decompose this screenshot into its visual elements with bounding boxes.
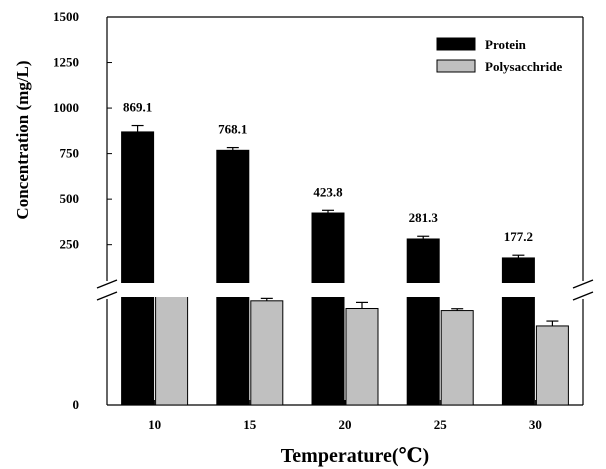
axis-break-slash [572, 279, 594, 289]
bars: 869.189.8768.185.4423.879.1281.377.4177.… [121, 100, 569, 406]
axis-break-slash [572, 291, 594, 301]
y-tick-label: 500 [60, 191, 80, 206]
protein-value-label: 423.8 [313, 184, 343, 199]
y-axis-title: Concentration (mg/L) [13, 60, 32, 219]
polysacchride-bar [345, 307, 379, 406]
protein-bar [406, 238, 440, 406]
axis-break-gap [95, 283, 595, 297]
x-tick-label: 30 [529, 417, 542, 432]
y-tick-label: 1500 [53, 9, 79, 24]
x-axis-title: Temperature(℃) [281, 445, 429, 467]
polysacchride-bar [155, 294, 189, 406]
protein-bar [216, 149, 250, 406]
x-tick-label: 25 [434, 417, 448, 432]
axis-break-marks [95, 279, 595, 301]
protein-value-label: 768.1 [218, 122, 247, 137]
polysacchride-bar [440, 310, 474, 406]
x-tick-label: 10 [148, 417, 161, 432]
legend-protein-label: Protein [485, 37, 527, 52]
x-tick-label: 20 [339, 417, 352, 432]
x-axis-ticks: 10 15 20 25 30 [148, 400, 542, 432]
y-tick-label: 0 [73, 397, 80, 412]
y-tick-label: 1000 [53, 100, 79, 115]
protein-value-label: 869.1 [123, 100, 152, 115]
legend-protein-swatch [436, 37, 476, 51]
legend: Protein Polysacchride [436, 37, 562, 74]
legend-polysacchride-label: Polysacchride [485, 59, 562, 74]
y-tick-label: 1250 [53, 55, 79, 70]
protein-value-label: 281.3 [409, 210, 439, 225]
polysacchride-bar [535, 325, 569, 406]
protein-value-label: 177.2 [504, 229, 533, 244]
y-tick-label: 250 [60, 237, 80, 252]
y-tick-label: 750 [60, 146, 80, 161]
x-tick-label: 15 [243, 417, 257, 432]
protein-bar [501, 257, 535, 406]
protein-bar [311, 212, 345, 406]
y-axis-ticks: 0 250 500 750 1000 1250 1500 [53, 9, 112, 412]
axis-break-slash [96, 279, 118, 289]
axis-break-slash [96, 291, 118, 301]
polysacchride-bar [250, 300, 284, 406]
protein-bar [121, 131, 155, 406]
legend-polysacchride-swatch [436, 59, 476, 73]
